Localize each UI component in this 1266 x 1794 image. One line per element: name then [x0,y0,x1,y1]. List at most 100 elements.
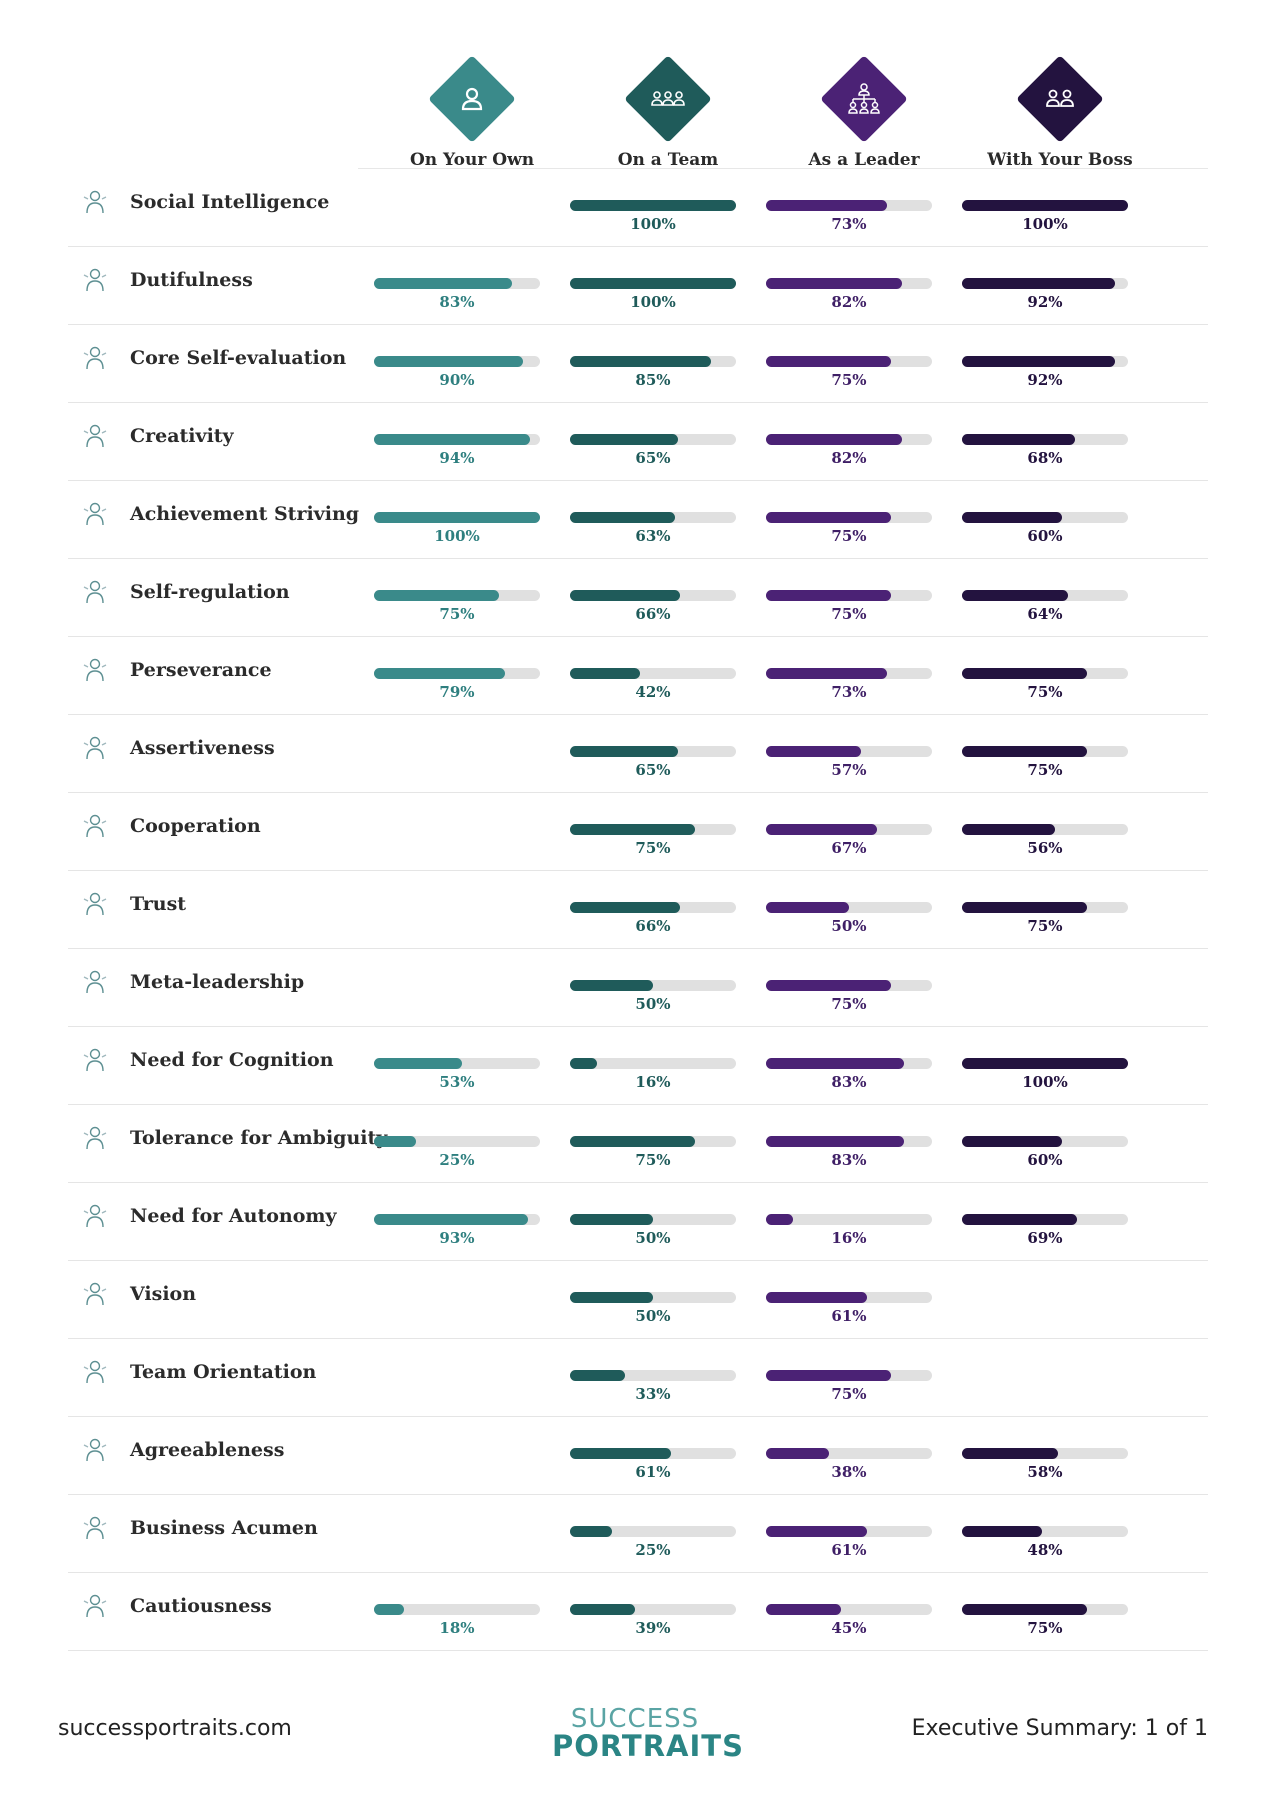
score-on-a-team: 66% [570,590,736,623]
score-percent: 100% [434,527,480,545]
trait-row-need-for-autonomy: Need for Autonomy 93% 50% 16% 69% [68,1183,1208,1261]
score-bar-track [962,512,1128,523]
score-on-your-own: 53% [374,1058,540,1091]
column-diamond [428,55,516,143]
score-as-a-leader: 83% [766,1136,932,1169]
score-percent: 16% [635,1073,671,1091]
score-bar-fill [962,824,1055,835]
score-on-a-team: 100% [570,200,736,233]
score-percent: 82% [831,449,867,467]
score-bar-fill [570,824,695,835]
trait-name: Tolerance for Ambiguity [130,1127,388,1149]
score-percent: 75% [1027,683,1063,701]
score-percent: 38% [831,1463,867,1481]
score-percent: 39% [635,1619,671,1637]
score-bar-fill [766,1448,829,1459]
score-percent: 25% [439,1151,475,1169]
score-bar-track [570,434,736,445]
score-bar-fill [766,746,861,757]
social-intelligence-icon [83,190,107,214]
trait-name: Assertiveness [130,737,275,759]
score-percent: 75% [635,839,671,857]
score-bar-fill [570,980,653,991]
score-bar-track [374,434,540,445]
score-as-a-leader: 61% [766,1526,932,1559]
score-bar-fill [962,512,1062,523]
score-with-your-boss: 75% [962,746,1128,779]
score-on-a-team: 75% [570,824,736,857]
score-percent: 75% [831,527,867,545]
score-percent: 18% [439,1619,475,1637]
trait-row-agreeableness: Agreeableness 61% 38% 58% [68,1417,1208,1495]
score-bar-track [374,668,540,679]
score-percent: 82% [831,293,867,311]
score-bar-track [766,1604,932,1615]
score-with-your-boss: 64% [962,590,1128,623]
score-bar-track [570,1604,736,1615]
score-bar-track [962,1214,1128,1225]
score-bar-track [374,1214,540,1225]
score-bar-fill [374,1058,462,1069]
score-as-a-leader: 75% [766,356,932,389]
score-as-a-leader: 75% [766,590,932,623]
score-with-your-boss: 100% [962,200,1128,233]
score-bar-track [570,512,736,523]
score-percent: 61% [831,1307,867,1325]
score-as-a-leader: 67% [766,824,932,857]
column-title: On Your Own [409,150,535,170]
score-bar-fill [962,356,1115,367]
score-on-a-team: 100% [570,278,736,311]
score-percent: 65% [635,449,671,467]
score-bar-fill [766,1370,891,1381]
score-bar-track [766,512,932,523]
score-as-a-leader: 73% [766,668,932,701]
score-bar-fill [570,902,680,913]
score-bar-fill [766,1214,793,1225]
score-with-your-boss: 58% [962,1448,1128,1481]
header-divider [358,168,1208,169]
dutifulness-icon [83,268,107,292]
score-bar-fill [766,278,902,289]
score-with-your-boss: 100% [962,1058,1128,1091]
score-percent: 75% [439,605,475,623]
score-as-a-leader: 45% [766,1604,932,1637]
tolerance-for-ambiguity-icon [83,1126,107,1150]
score-bar-track [766,668,932,679]
score-bar-fill [570,1448,671,1459]
score-on-a-team: 61% [570,1448,736,1481]
score-bar-fill [962,1526,1042,1537]
score-bar-track [962,1058,1128,1069]
score-bar-fill [374,1136,416,1147]
score-bar-fill [766,1058,904,1069]
trait-row-meta-leadership: Meta-leadership 50% 75% [68,949,1208,1027]
score-bar-fill [962,1058,1128,1069]
org-chart-icon [848,83,880,114]
score-bar-fill [766,512,891,523]
score-bar-track [962,200,1128,211]
score-bar-track [570,1448,736,1459]
team-icon [651,91,685,106]
score-bar-track [766,200,932,211]
score-bar-track [570,590,736,601]
score-percent: 66% [635,917,671,935]
score-bar-track [766,902,932,913]
score-percent: 73% [831,215,867,233]
score-bar-fill [962,200,1128,211]
score-bar-fill [962,902,1087,913]
score-percent: 50% [635,995,671,1013]
trait-row-creativity: Creativity 94% 65% 82% 68% [68,403,1208,481]
score-percent: 94% [439,449,475,467]
score-as-a-leader: 75% [766,980,932,1013]
score-bar-fill [570,1214,653,1225]
pair-icon [1046,89,1074,107]
score-bar-fill [570,1292,653,1303]
score-percent: 75% [1027,1619,1063,1637]
score-bar-track [766,278,932,289]
trait-row-achievement-striving: Achievement Striving 100% 63% 75% 60% [68,481,1208,559]
column-header-on-a-team: On a Team [570,55,766,170]
score-bar-fill [374,590,499,601]
score-percent: 50% [635,1229,671,1247]
trait-name: Need for Cognition [130,1049,334,1071]
score-on-your-own: 25% [374,1136,540,1169]
trait-name: Perseverance [130,659,272,681]
